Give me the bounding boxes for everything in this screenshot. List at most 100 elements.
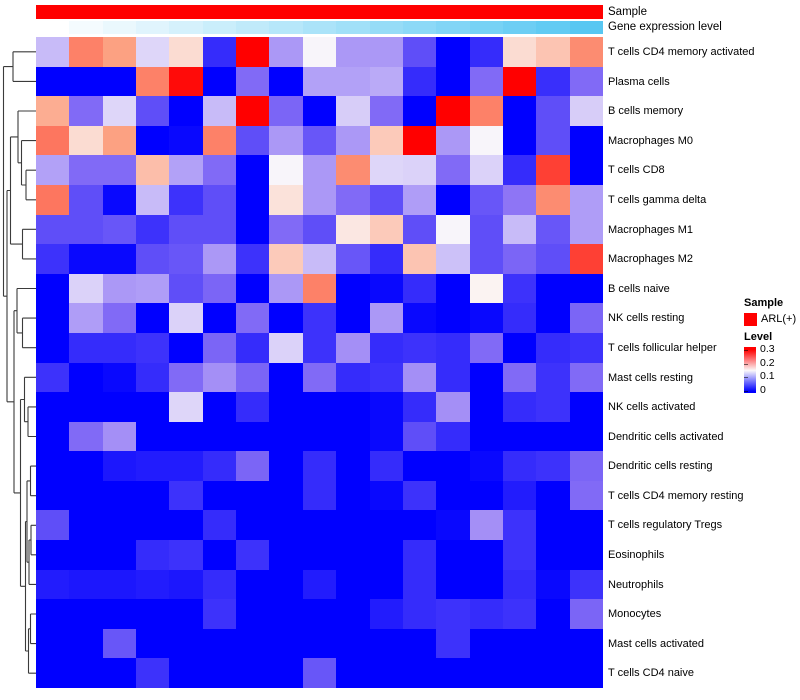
heatmap-cell <box>203 185 236 215</box>
gene-expression-segment <box>269 21 303 34</box>
heatmap-cell <box>503 185 536 215</box>
heatmap-cell <box>503 540 536 570</box>
heatmap-cell <box>303 422 336 451</box>
heatmap-cell <box>336 363 370 392</box>
heatmap-cell <box>403 481 436 510</box>
heatmap-cell <box>436 96 470 126</box>
heatmap-cell <box>69 570 103 599</box>
heatmap-cell <box>236 481 269 510</box>
heatmap-cell <box>536 333 570 363</box>
heatmap-cell <box>336 629 370 658</box>
heatmap-cell <box>269 629 303 658</box>
heatmap-cell <box>436 451 470 481</box>
heatmap-cell <box>403 244 436 274</box>
heatmap-cell <box>69 303 103 333</box>
gene-expression-segment <box>503 21 536 34</box>
heatmap-cell <box>403 422 436 451</box>
heatmap-cell <box>236 510 269 540</box>
heatmap-cell <box>536 155 570 185</box>
heatmap-cell <box>36 599 69 629</box>
heatmap-cell <box>103 481 136 510</box>
heatmap-cell <box>436 510 470 540</box>
heatmap-cell <box>336 570 370 599</box>
heatmap-cell <box>36 37 69 67</box>
heatmap-cell <box>136 215 169 244</box>
heatmap-cell <box>436 333 470 363</box>
heatmap-cell <box>236 363 269 392</box>
heatmap-cell <box>536 215 570 244</box>
heatmap-cell <box>36 481 69 510</box>
heatmap-cell <box>36 363 69 392</box>
heatmap-cell <box>203 392 236 422</box>
heatmap-cell <box>370 451 403 481</box>
sample-legend-swatch <box>744 312 757 326</box>
heatmap-cell <box>36 392 69 422</box>
heatmap-cell <box>470 215 503 244</box>
heatmap-cell <box>470 67 503 96</box>
heatmap-cell <box>36 303 69 333</box>
heatmap-cell <box>370 67 403 96</box>
heatmap-cell <box>370 185 403 215</box>
heatmap-cell <box>336 422 370 451</box>
heatmap-cell <box>203 599 236 629</box>
heatmap-cell <box>236 126 269 155</box>
heatmap-cell <box>303 96 336 126</box>
heatmap-cell <box>203 126 236 155</box>
heatmap-cell <box>570 481 603 510</box>
heatmap-cell <box>303 244 336 274</box>
heatmap-cell <box>536 392 570 422</box>
heatmap-cell <box>69 629 103 658</box>
heatmap-cell <box>136 155 169 185</box>
heatmap-cell <box>103 126 136 155</box>
heatmap-cell <box>136 510 169 540</box>
heatmap-cell <box>36 510 69 540</box>
heatmap-cell <box>336 37 370 67</box>
heatmap-cell <box>169 244 203 274</box>
heatmap-cell <box>403 185 436 215</box>
heatmap-cell <box>470 451 503 481</box>
row-label: T cells CD4 naive <box>608 667 694 679</box>
row-label: Neutrophils <box>608 578 664 591</box>
heatmap-cell <box>203 570 236 599</box>
heatmap-cell <box>136 185 169 215</box>
heatmap-cell <box>403 510 436 540</box>
heatmap-cell <box>36 333 69 363</box>
heatmap-cell <box>336 185 370 215</box>
heatmap-cell <box>470 540 503 570</box>
heatmap-cell <box>503 570 536 599</box>
gene-expression-segment <box>136 21 169 34</box>
legend-level-title: Level <box>744 331 773 343</box>
heatmap-cell <box>303 481 336 510</box>
heatmap-cell <box>436 422 470 451</box>
heatmap-cell <box>203 451 236 481</box>
heatmap-cell <box>570 96 603 126</box>
heatmap-cell <box>336 333 370 363</box>
heatmap-cell <box>336 481 370 510</box>
heatmap-cell <box>436 392 470 422</box>
heatmap-cell <box>403 658 436 688</box>
heatmap-cell <box>269 540 303 570</box>
heatmap-cell <box>470 185 503 215</box>
heatmap-cell <box>136 540 169 570</box>
heatmap-cell <box>103 185 136 215</box>
heatmap-cell <box>336 126 370 155</box>
gene-expression-annotation-label: Gene expression level <box>608 21 722 33</box>
heatmap-cell <box>136 599 169 629</box>
heatmap-cell <box>136 274 169 303</box>
heatmap-cell <box>503 599 536 629</box>
heatmap-cell <box>503 451 536 481</box>
heatmap-cell <box>436 67 470 96</box>
heatmap-cell <box>503 155 536 185</box>
level-tick-label: 0.2 <box>760 356 775 369</box>
heatmap-cell <box>136 570 169 599</box>
heatmap-cell <box>303 570 336 599</box>
heatmap-cell <box>470 422 503 451</box>
heatmap-cell <box>336 392 370 422</box>
heatmap-cell <box>370 126 403 155</box>
heatmap-cell <box>103 392 136 422</box>
heatmap-cell <box>503 244 536 274</box>
heatmap-cell <box>470 392 503 422</box>
heatmap-cell <box>169 126 203 155</box>
heatmap-cell <box>370 422 403 451</box>
heatmap-cell <box>536 570 570 599</box>
